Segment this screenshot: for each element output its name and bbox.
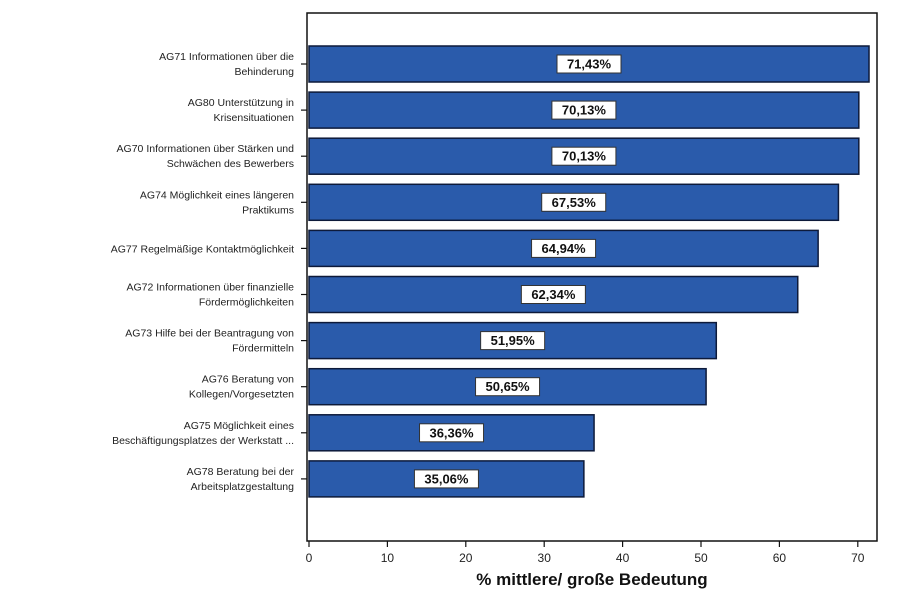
x-axis-title: % mittlere/ große Bedeutung bbox=[476, 570, 707, 589]
data-label: 67,53% bbox=[552, 195, 597, 210]
data-label: 64,94% bbox=[542, 241, 587, 256]
data-label: 35,06% bbox=[424, 471, 469, 486]
category-label: AG71 Informationen über die Behinderung bbox=[159, 51, 294, 78]
x-tick-label: 0 bbox=[306, 551, 313, 565]
x-tick-label: 10 bbox=[381, 551, 395, 565]
data-label-box bbox=[551, 146, 617, 166]
data-label: 70,13% bbox=[562, 149, 607, 164]
data-label: 62,34% bbox=[531, 287, 576, 302]
data-label-box bbox=[551, 100, 617, 120]
category-label: AG76 Beratung von Kollegen/Vorgesetzten bbox=[189, 374, 294, 401]
data-label: 50,65% bbox=[486, 379, 531, 394]
x-tick-label: 30 bbox=[538, 551, 552, 565]
data-label-box bbox=[419, 423, 485, 443]
plot-frame bbox=[306, 12, 878, 542]
data-label: 36,36% bbox=[429, 425, 474, 440]
x-tick-label: 20 bbox=[459, 551, 473, 565]
bar bbox=[308, 45, 870, 83]
category-label: AG70 Informationen über Stärken und Schwä… bbox=[117, 143, 295, 170]
category-label: AG80 Unterstützung in Krisensituationen bbox=[188, 97, 294, 124]
data-label-box bbox=[556, 54, 622, 74]
data-label-box bbox=[475, 377, 541, 397]
data-label-box bbox=[531, 238, 597, 258]
data-label: 71,43% bbox=[567, 57, 612, 72]
x-tick-label: 70 bbox=[851, 551, 865, 565]
x-tick-label: 40 bbox=[616, 551, 630, 565]
x-tick-label: 50 bbox=[694, 551, 708, 565]
data-label-box bbox=[413, 469, 479, 489]
y-axis-ticks bbox=[301, 63, 307, 480]
category-label: AG72 Informationen über finanzielle Förde… bbox=[126, 282, 294, 309]
category-label: AG77 Regelmäßige Kontaktmöglichkeit bbox=[111, 243, 294, 255]
category-label: AG75 Möglichkeit eines Beschäftigungsplat… bbox=[112, 420, 294, 447]
data-label-box bbox=[520, 285, 586, 304]
data-label-box bbox=[480, 331, 546, 351]
bars-layer: 71,43% 70,13% 70,13% 67,53% 64,94% 62,34% 51,9… bbox=[308, 45, 870, 498]
x-tick-label: 60 bbox=[773, 551, 787, 565]
category-labels: AG71 Informationen über die Behinderung AG… bbox=[111, 51, 295, 493]
category-label: AG74 Möglichkeit eines längeren Praktikum… bbox=[140, 189, 294, 216]
data-label: 51,95% bbox=[491, 333, 536, 348]
data-label-box bbox=[541, 192, 607, 212]
category-label: AG73 Hilfe bei der Beantragung von Förder… bbox=[125, 328, 294, 355]
x-axis: 0 10 20 30 40 50 60 70 bbox=[306, 541, 865, 565]
data-label: 70,13% bbox=[562, 103, 607, 118]
category-label: AG78 Beratung bei der Arbeitsplatzgestalt… bbox=[187, 466, 295, 493]
